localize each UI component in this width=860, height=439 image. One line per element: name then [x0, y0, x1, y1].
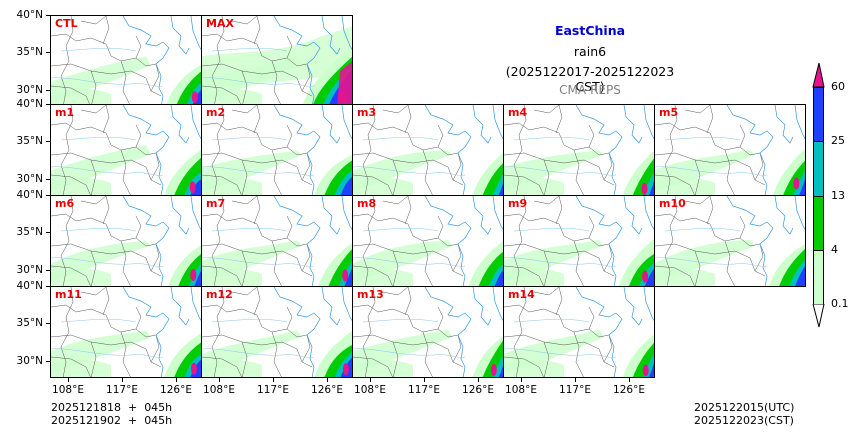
- panel-label: m9: [508, 197, 528, 210]
- x-tick-mark: [629, 378, 630, 382]
- valid-time-cst: 2025122023(CST): [694, 414, 794, 427]
- x-tick-label: 126°E: [160, 384, 192, 396]
- x-tick-mark: [327, 378, 328, 382]
- x-tick-mark: [370, 378, 371, 382]
- x-tick-mark: [478, 378, 479, 382]
- x-tick-label: 117°E: [559, 384, 591, 396]
- y-tick-label: 40°N: [16, 98, 43, 110]
- x-tick-mark: [219, 378, 220, 382]
- panel-label: m6: [55, 197, 75, 210]
- map-panel-m1: m1: [50, 104, 202, 196]
- panel-label: m4: [508, 106, 528, 119]
- y-tick-label: 40°N: [16, 280, 43, 292]
- init-time-line1: 2025121818 + 045h: [51, 401, 173, 414]
- x-tick-label: 117°E: [106, 384, 138, 396]
- x-tick-mark: [575, 378, 576, 382]
- y-tick-mark: [46, 15, 50, 16]
- map-panel-m6: m6: [50, 195, 202, 287]
- colorbar-under-triangle: [812, 304, 825, 328]
- panel-label: m5: [659, 106, 679, 119]
- panel-label: m3: [357, 106, 377, 119]
- y-tick-label: 35°N: [16, 226, 43, 238]
- map-panel-max: MAX: [201, 15, 353, 105]
- map-panel-m8: m8: [352, 195, 504, 287]
- panel-label: m7: [206, 197, 226, 210]
- map-panel-m10: m10: [654, 195, 806, 287]
- y-tick-label: 35°N: [16, 46, 43, 58]
- x-tick-label: 126°E: [311, 384, 343, 396]
- y-tick-label: 30°N: [16, 355, 43, 367]
- panel-label: MAX: [206, 17, 234, 30]
- x-tick-mark: [68, 378, 69, 382]
- x-tick-label: 108°E: [203, 384, 235, 396]
- x-tick-label: 108°E: [52, 384, 84, 396]
- y-tick-label: 30°N: [16, 264, 43, 276]
- model-title: CMA-REPS: [559, 83, 621, 97]
- panel-label: m1: [55, 106, 75, 119]
- y-tick-mark: [46, 323, 50, 324]
- y-tick-label: 40°N: [16, 189, 43, 201]
- panel-label: m10: [659, 197, 686, 210]
- map-panel-m12: m12: [201, 286, 353, 378]
- panel-label: m13: [357, 288, 384, 301]
- x-tick-label: 117°E: [408, 384, 440, 396]
- map-panel-m3: m3: [352, 104, 504, 196]
- x-tick-label: 126°E: [462, 384, 494, 396]
- y-tick-label: 30°N: [16, 173, 43, 185]
- y-tick-mark: [46, 52, 50, 53]
- map-panel-m13: m13: [352, 286, 504, 378]
- panel-label: CTL: [55, 17, 78, 30]
- y-tick-mark: [46, 90, 50, 91]
- y-tick-label: 35°N: [16, 317, 43, 329]
- region-title: EastChina: [554, 23, 626, 38]
- colorbar-label-25: 25: [831, 134, 845, 147]
- y-tick-label: 40°N: [16, 9, 43, 21]
- y-tick-mark: [46, 195, 50, 196]
- map-panel-m14: m14: [503, 286, 655, 378]
- x-tick-label: 108°E: [354, 384, 386, 396]
- y-tick-mark: [46, 141, 50, 142]
- variable-title: rain6: [573, 44, 607, 59]
- map-panel-m2: m2: [201, 104, 353, 196]
- colorbar-segment-0.1-4: [813, 250, 824, 305]
- colorbar-label-60: 60: [831, 80, 845, 93]
- panel-label: m14: [508, 288, 535, 301]
- x-tick-mark: [176, 378, 177, 382]
- y-tick-mark: [46, 104, 50, 105]
- colorbar-label-4: 4: [831, 243, 838, 256]
- map-panel-m11: m11: [50, 286, 202, 378]
- x-tick-mark: [424, 378, 425, 382]
- colorbar-label-0.1: 0.1: [831, 297, 849, 310]
- colorbar-label-13: 13: [831, 189, 845, 202]
- map-panel-m7: m7: [201, 195, 353, 287]
- x-tick-label: 117°E: [257, 384, 289, 396]
- y-tick-mark: [46, 270, 50, 271]
- colorbar-over-triangle: [812, 62, 825, 88]
- y-tick-label: 30°N: [16, 84, 43, 96]
- x-tick-mark: [273, 378, 274, 382]
- x-tick-mark: [521, 378, 522, 382]
- colorbar-segment-4-13: [813, 196, 824, 250]
- panel-label: m11: [55, 288, 82, 301]
- map-panel-m9: m9: [503, 195, 655, 287]
- map-panel-ctl: CTL: [50, 15, 202, 105]
- y-tick-mark: [46, 361, 50, 362]
- init-time-line2: 2025121902 + 045h: [51, 414, 173, 427]
- valid-time-utc: 2025122015(UTC): [694, 401, 795, 414]
- map-panel-m5: m5: [654, 104, 806, 196]
- y-tick-mark: [46, 286, 50, 287]
- panel-label: m8: [357, 197, 377, 210]
- x-tick-label: 108°E: [505, 384, 537, 396]
- x-tick-mark: [122, 378, 123, 382]
- panel-label: m2: [206, 106, 226, 119]
- panel-label: m12: [206, 288, 233, 301]
- y-tick-mark: [46, 232, 50, 233]
- colorbar-segment-13-25: [813, 141, 824, 196]
- y-tick-label: 35°N: [16, 135, 43, 147]
- colorbar-segment-25-60: [813, 87, 824, 141]
- y-tick-mark: [46, 179, 50, 180]
- period-title: (2025122017-2025122023 CST): [505, 64, 675, 94]
- map-panel-m4: m4: [503, 104, 655, 196]
- x-tick-label: 126°E: [613, 384, 645, 396]
